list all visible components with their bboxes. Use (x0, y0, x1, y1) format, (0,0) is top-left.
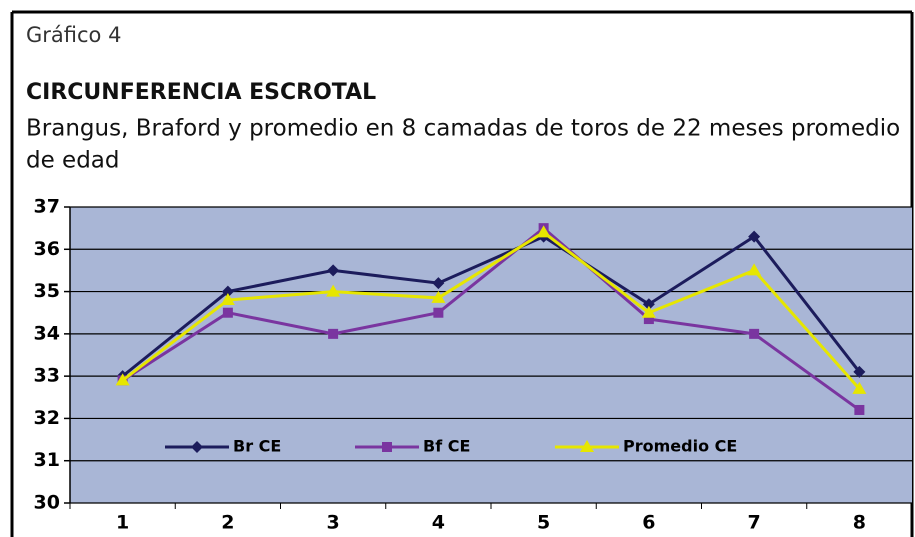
data-point (854, 404, 865, 415)
legend-label: Br CE (233, 437, 281, 456)
chart-subtitle: de edad (26, 148, 120, 174)
x-tick-label: 7 (748, 512, 761, 534)
data-point (222, 307, 233, 318)
data-point (326, 284, 341, 297)
data-point (749, 328, 760, 339)
x-tick-label: 2 (221, 512, 234, 534)
data-point (433, 307, 444, 318)
data-point (852, 381, 867, 394)
data-point (536, 225, 551, 238)
data-point (642, 298, 655, 311)
legend-label: Bf CE (423, 437, 470, 456)
plot-area (70, 207, 912, 503)
y-tick-label: 36 (34, 238, 60, 260)
data-point (853, 365, 866, 378)
series-line (121, 226, 861, 412)
data-point (115, 373, 130, 386)
x-tick-label: 5 (537, 512, 550, 534)
y-tick-label: 37 (34, 196, 60, 218)
chart-subtitle: Brangus, Braford y promedio en 8 camadas… (26, 116, 900, 142)
data-point (220, 293, 235, 306)
legend-marker (191, 441, 203, 453)
x-tick-label: 3 (327, 512, 340, 534)
series-line (121, 230, 861, 390)
x-tick-label: 1 (116, 512, 129, 534)
data-point (748, 230, 761, 243)
chart-label: Gráfico 4 (26, 23, 121, 47)
x-tick-label: 6 (642, 512, 655, 534)
data-point (641, 305, 656, 318)
legend-marker (382, 442, 392, 452)
y-tick-label: 32 (34, 407, 60, 429)
y-tick-label: 35 (34, 280, 60, 302)
legend-label: Promedio CE (623, 437, 737, 456)
chart-title: CIRCUNFERENCIA ESCROTAL (26, 80, 376, 105)
data-point (747, 263, 762, 276)
data-point (643, 314, 654, 325)
data-point (327, 264, 340, 277)
x-tick-label: 4 (432, 512, 445, 534)
data-point (431, 290, 446, 303)
data-point (328, 328, 339, 339)
data-point (432, 277, 445, 290)
data-point (221, 285, 234, 298)
y-tick-label: 31 (34, 449, 60, 471)
series-line (121, 234, 861, 378)
legend-marker (580, 440, 594, 452)
x-tick-label: 8 (853, 512, 866, 534)
y-tick-label: 33 (34, 365, 60, 387)
y-tick-label: 30 (34, 492, 60, 514)
y-tick-label: 34 (34, 322, 60, 344)
